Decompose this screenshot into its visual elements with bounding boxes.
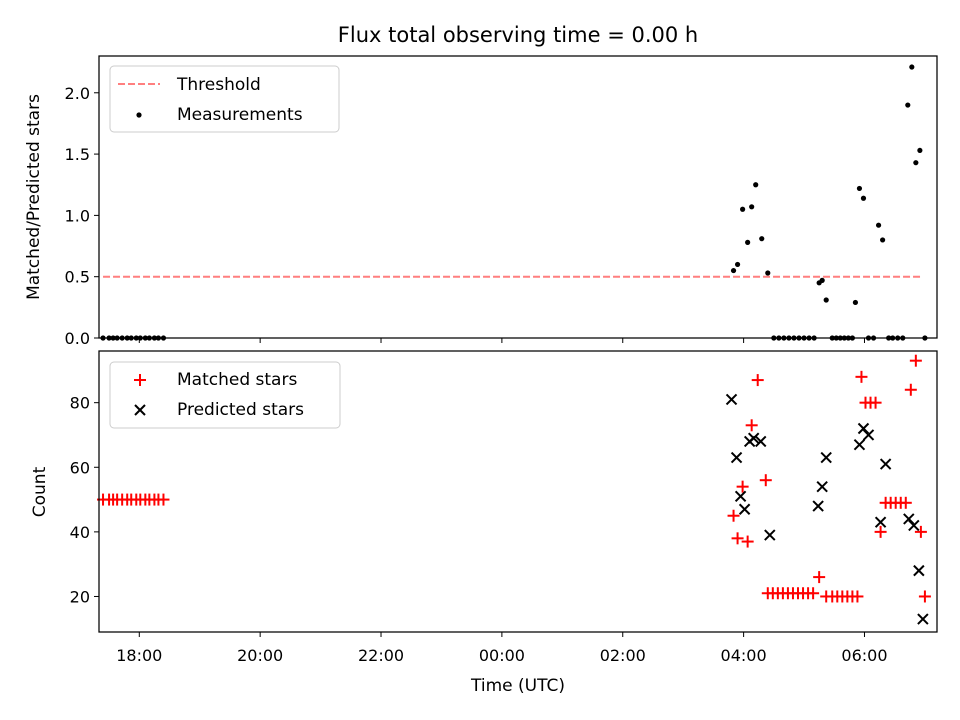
legend-matched-label: Matched stars [177, 370, 297, 390]
y-tick-label: 1.0 [65, 206, 90, 225]
measurement-point [905, 102, 911, 108]
legend-measurements-label: Measurements [177, 105, 303, 125]
legend-measurements-swatch [136, 112, 142, 118]
legend-predicted-swatch [134, 404, 146, 416]
legend-matched-swatch [134, 374, 146, 386]
matched-point [851, 590, 864, 603]
predicted-point [913, 564, 925, 577]
matched-point [157, 493, 170, 506]
matched-point [914, 525, 927, 538]
predicted-point [917, 613, 929, 625]
predicted-point [908, 519, 920, 532]
measurement-point [734, 261, 741, 268]
x-tick-label: 00:00 [479, 646, 525, 665]
matched-point [751, 374, 764, 387]
y-tick-label: 80 [70, 394, 90, 413]
measurement-point [880, 237, 886, 243]
measurement-point [740, 206, 746, 212]
predicted-point [812, 500, 824, 512]
measurement-point [819, 277, 825, 283]
y-tick-label: 1.5 [65, 145, 90, 164]
measurement-point [860, 195, 867, 201]
matched-point [909, 354, 922, 367]
panel-ratio-ticks: 0.0 0.5 1.0 1.5 2.0 [65, 84, 99, 348]
y-tick-label: 40 [70, 523, 90, 542]
panel-counts-series [97, 354, 931, 625]
matched-point [759, 474, 772, 487]
measurement-point [765, 270, 771, 276]
panel-ratio-ylabel: Matched/Predicted stars [24, 94, 44, 300]
predicted-point [738, 503, 751, 515]
matched-point [741, 535, 754, 548]
predicted-point [903, 513, 915, 525]
legend-predicted-label: Predicted stars [177, 400, 304, 420]
predicted-point [874, 516, 887, 528]
panel-counts-legend: Matched stars Predicted stars [109, 361, 341, 429]
x-tick-label: 06:00 [841, 646, 887, 665]
x-tick-label: 18:00 [116, 646, 162, 665]
predicted-point [816, 480, 828, 493]
matched-point [918, 590, 931, 603]
matched-point [807, 587, 820, 600]
measurement-point [749, 204, 755, 210]
panel-counts-ylabel: Count [30, 466, 50, 517]
legend-threshold-label: Threshold [176, 75, 261, 95]
predicted-point [725, 393, 738, 406]
x-tick-label: 04:00 [721, 646, 767, 665]
matched-point [727, 509, 740, 522]
measurement-point [759, 236, 765, 242]
panel-counts-ticks: 20 40 60 80 [70, 394, 99, 606]
measurement-point [852, 299, 859, 306]
matched-point [904, 383, 917, 396]
matched-point [736, 480, 749, 493]
y-tick-label: 0.5 [65, 268, 90, 287]
predicted-point [764, 529, 776, 541]
panel-counts-frame [98, 350, 938, 633]
legend-box [109, 65, 340, 133]
legend-box [109, 361, 341, 429]
measurement-point [745, 239, 751, 245]
panel-counts: 20 40 60 80 Count Matched stars Predicted s… [30, 350, 938, 633]
measurement-point [856, 185, 863, 192]
matched-point [745, 419, 758, 432]
predicted-point [862, 429, 875, 441]
measurement-point [909, 64, 915, 70]
measurement-point [730, 267, 737, 274]
matched-point [874, 525, 887, 538]
measurement-point [753, 182, 759, 188]
panel-ratio: 0.00.51.01.52.0 Matched/Predicted stars … [24, 55, 938, 348]
matched-point [899, 496, 912, 509]
x-axis: 18:00 20:00 22:00 00:00 02:00 04:00 06:00 [116, 338, 888, 665]
x-axis-label: Time (UTC) [470, 676, 565, 696]
x-tick-label: 22:00 [358, 646, 404, 665]
predicted-point [820, 451, 832, 464]
predicted-point [853, 438, 866, 451]
y-tick-label: 2.0 [65, 84, 90, 103]
measurement-point [875, 222, 882, 228]
predicted-point [755, 435, 767, 448]
predicted-point [730, 451, 743, 464]
panel-ratio-legend: Threshold Measurements [109, 65, 340, 133]
predicted-point [747, 432, 760, 444]
panel-ratio-frame [98, 55, 938, 339]
chart-title: Flux total observing time = 0.00 h [338, 23, 698, 47]
predicted-point [734, 490, 747, 503]
x-tick-label: 20:00 [237, 646, 283, 665]
predicted-point [857, 422, 870, 435]
matched-point [869, 396, 882, 409]
matched-point [813, 571, 826, 584]
x-tick-label: 02:00 [600, 646, 646, 665]
y-tick-label: 0.0 [65, 329, 90, 348]
matched-point [731, 532, 744, 545]
matched-point [855, 370, 868, 383]
measurement-point [917, 147, 923, 154]
measurement-point [913, 160, 919, 166]
measurement-point [823, 297, 829, 303]
predicted-point [879, 458, 892, 470]
y-tick-label: 60 [70, 458, 90, 477]
y-tick-label: 20 [70, 587, 90, 606]
